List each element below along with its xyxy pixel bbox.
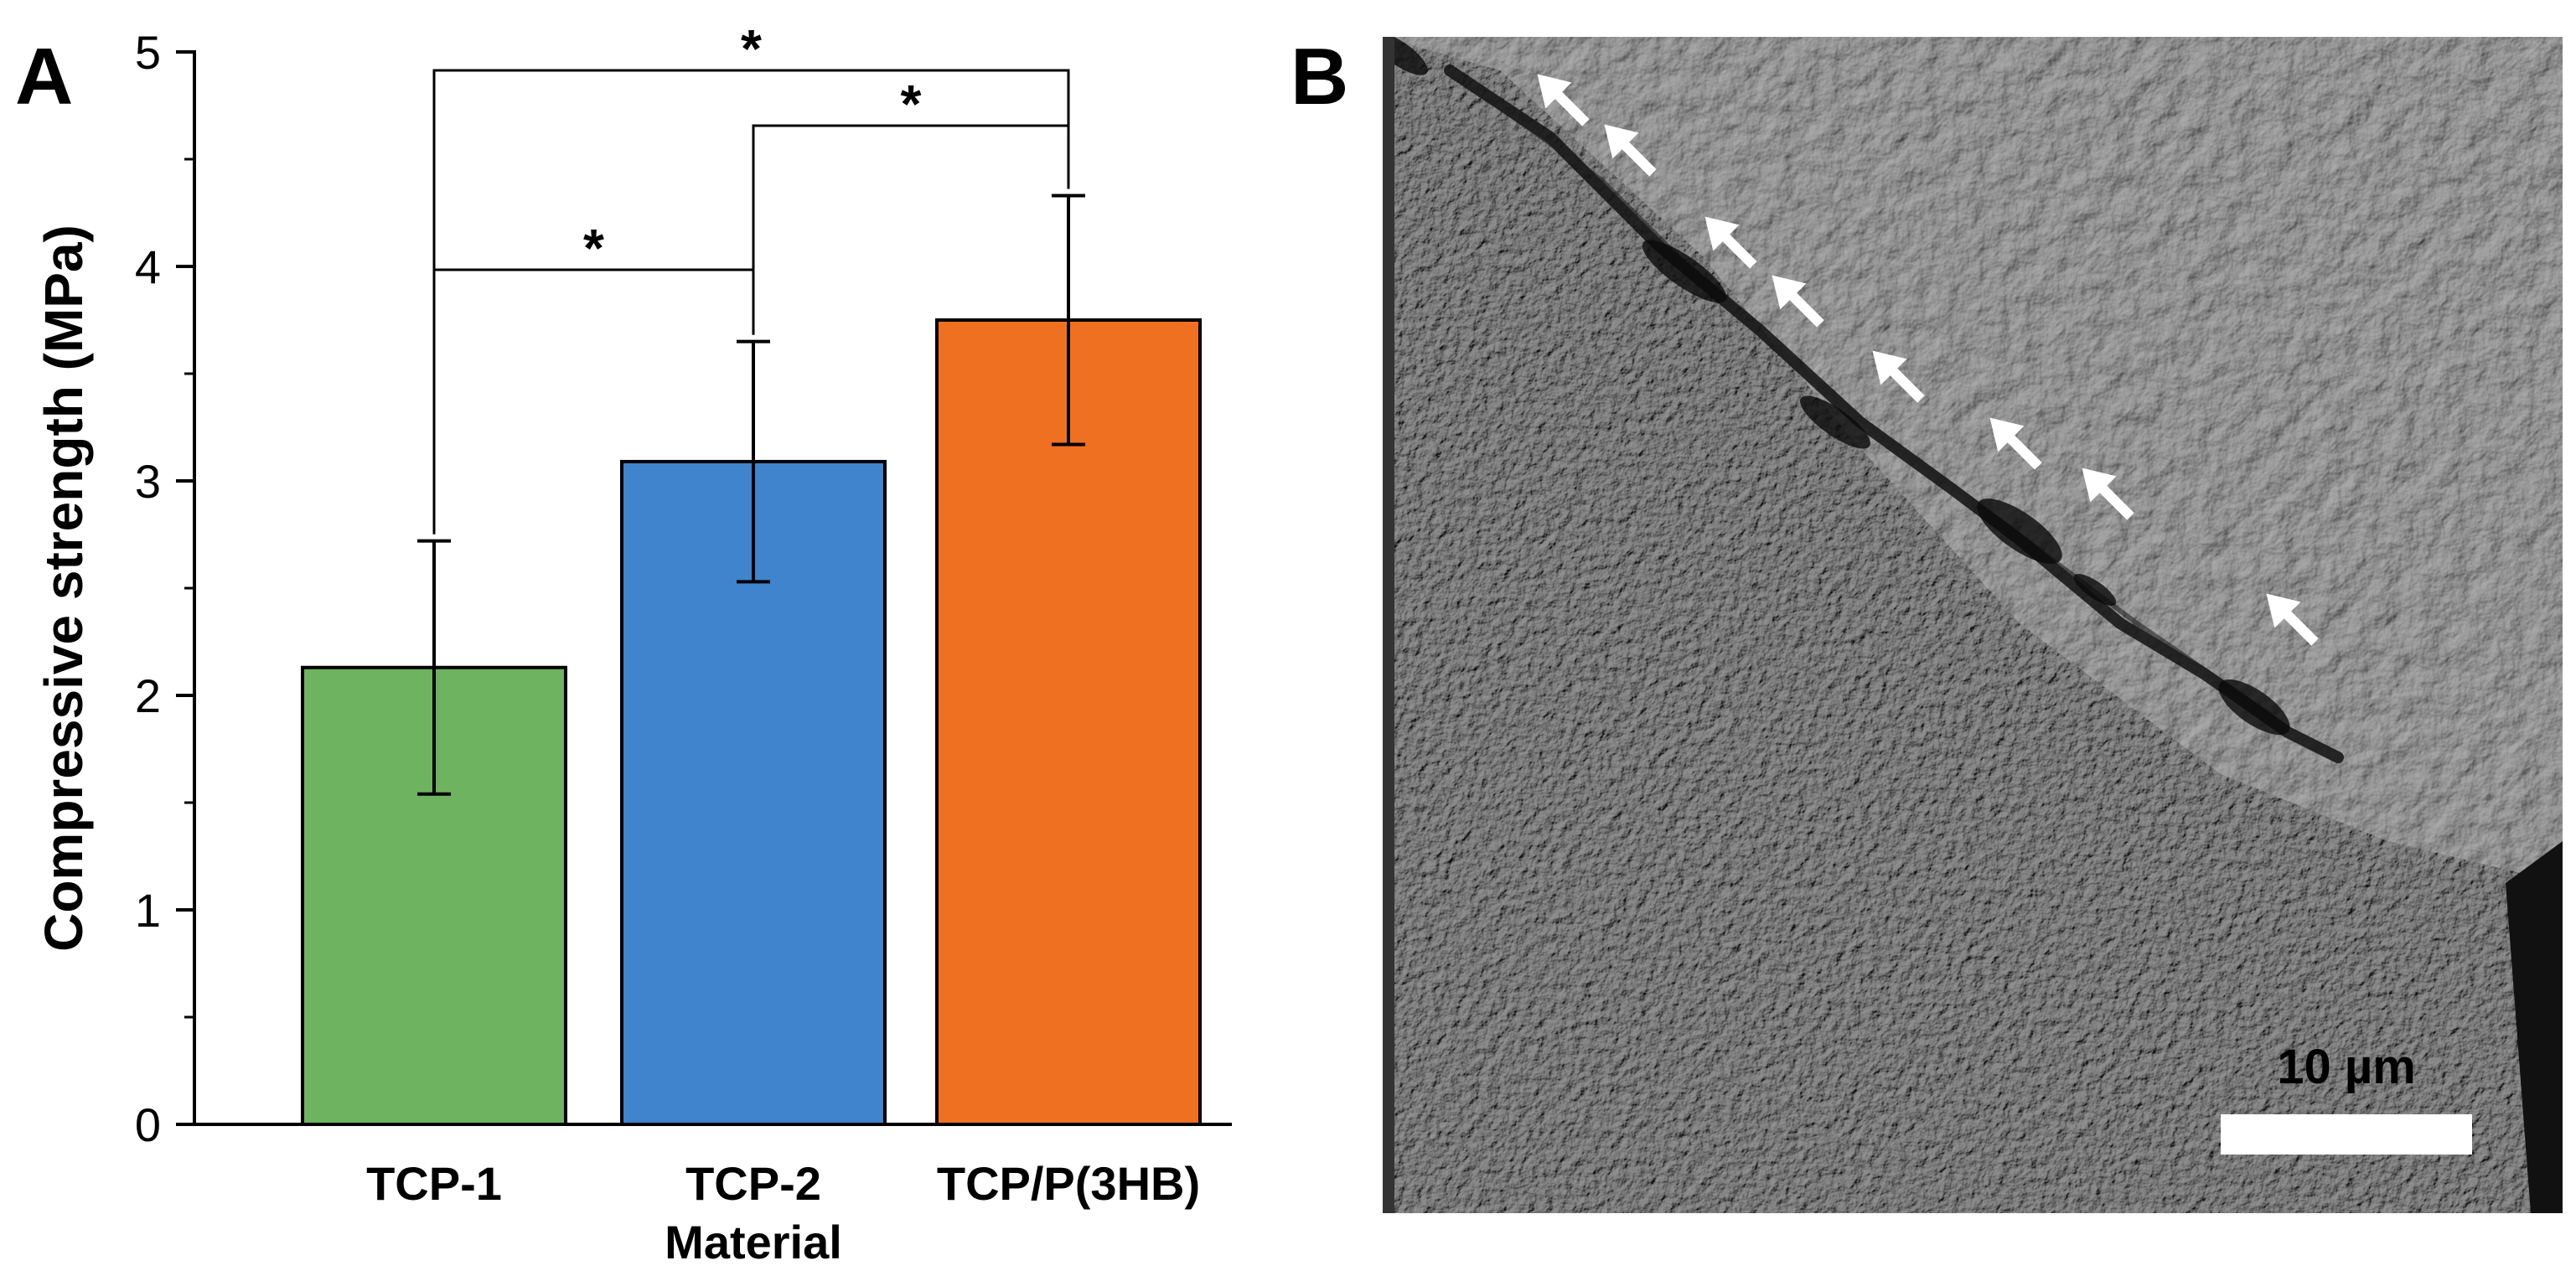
x-tick-label: TCP-2 [685,1157,821,1210]
sem-texture-fine [1383,37,2563,1213]
x-tick-label: TCP/P(3HB) [937,1157,1200,1210]
white-arrow-icon [2082,468,2134,520]
void [2073,573,2117,607]
white-arrow-icon [1537,74,1590,127]
white-arrow-icon [1989,417,2042,470]
void [2218,679,2290,736]
scale-bar-label: 10 µm [2277,1040,2416,1094]
y-tick-label: 3 [135,455,161,508]
y-tick-label: 0 [135,1098,161,1151]
significance-star: * [583,218,604,278]
void [1642,240,1727,303]
bar-chart: 0 1 2 3 4 5 Compressive strength (MPa) TCP-1 TCP… [34,18,1232,1268]
sem-micrograph [1383,37,2563,1213]
white-arrow-icon [1772,275,1824,328]
bar-3 [935,318,1202,1126]
significance-bracket [752,124,1070,335]
significance-star: * [901,74,922,134]
white-arrow-icon [1604,124,1657,177]
white-arrow-icon [1704,216,1757,269]
crack-line-secondary [1482,93,2273,718]
panel-label-a: A [15,32,74,121]
y-tick-label: 1 [135,884,161,937]
x-axis-title: Material [665,1216,842,1268]
white-arrow-icon [1872,350,1925,403]
y-axis-title: Compressive strength (MPa) [34,225,94,952]
sem-image [1383,37,2563,1213]
white-arrow-icon [2266,593,2319,646]
y-tick-label: 4 [135,240,161,293]
scale-bar [2221,1114,2472,1155]
sem-left-edge [1383,37,1394,1213]
significance-bracket [432,69,1070,535]
x-tick-label: TCP-1 [366,1157,502,1210]
significance-star: * [741,18,762,79]
void [1800,395,1870,449]
sem-dark-edge [2506,841,2563,1213]
void [1977,499,2062,564]
panel-label-b: B [1291,32,1349,121]
y-tick-label: 2 [135,669,161,722]
y-tick-label: 5 [135,26,161,79]
